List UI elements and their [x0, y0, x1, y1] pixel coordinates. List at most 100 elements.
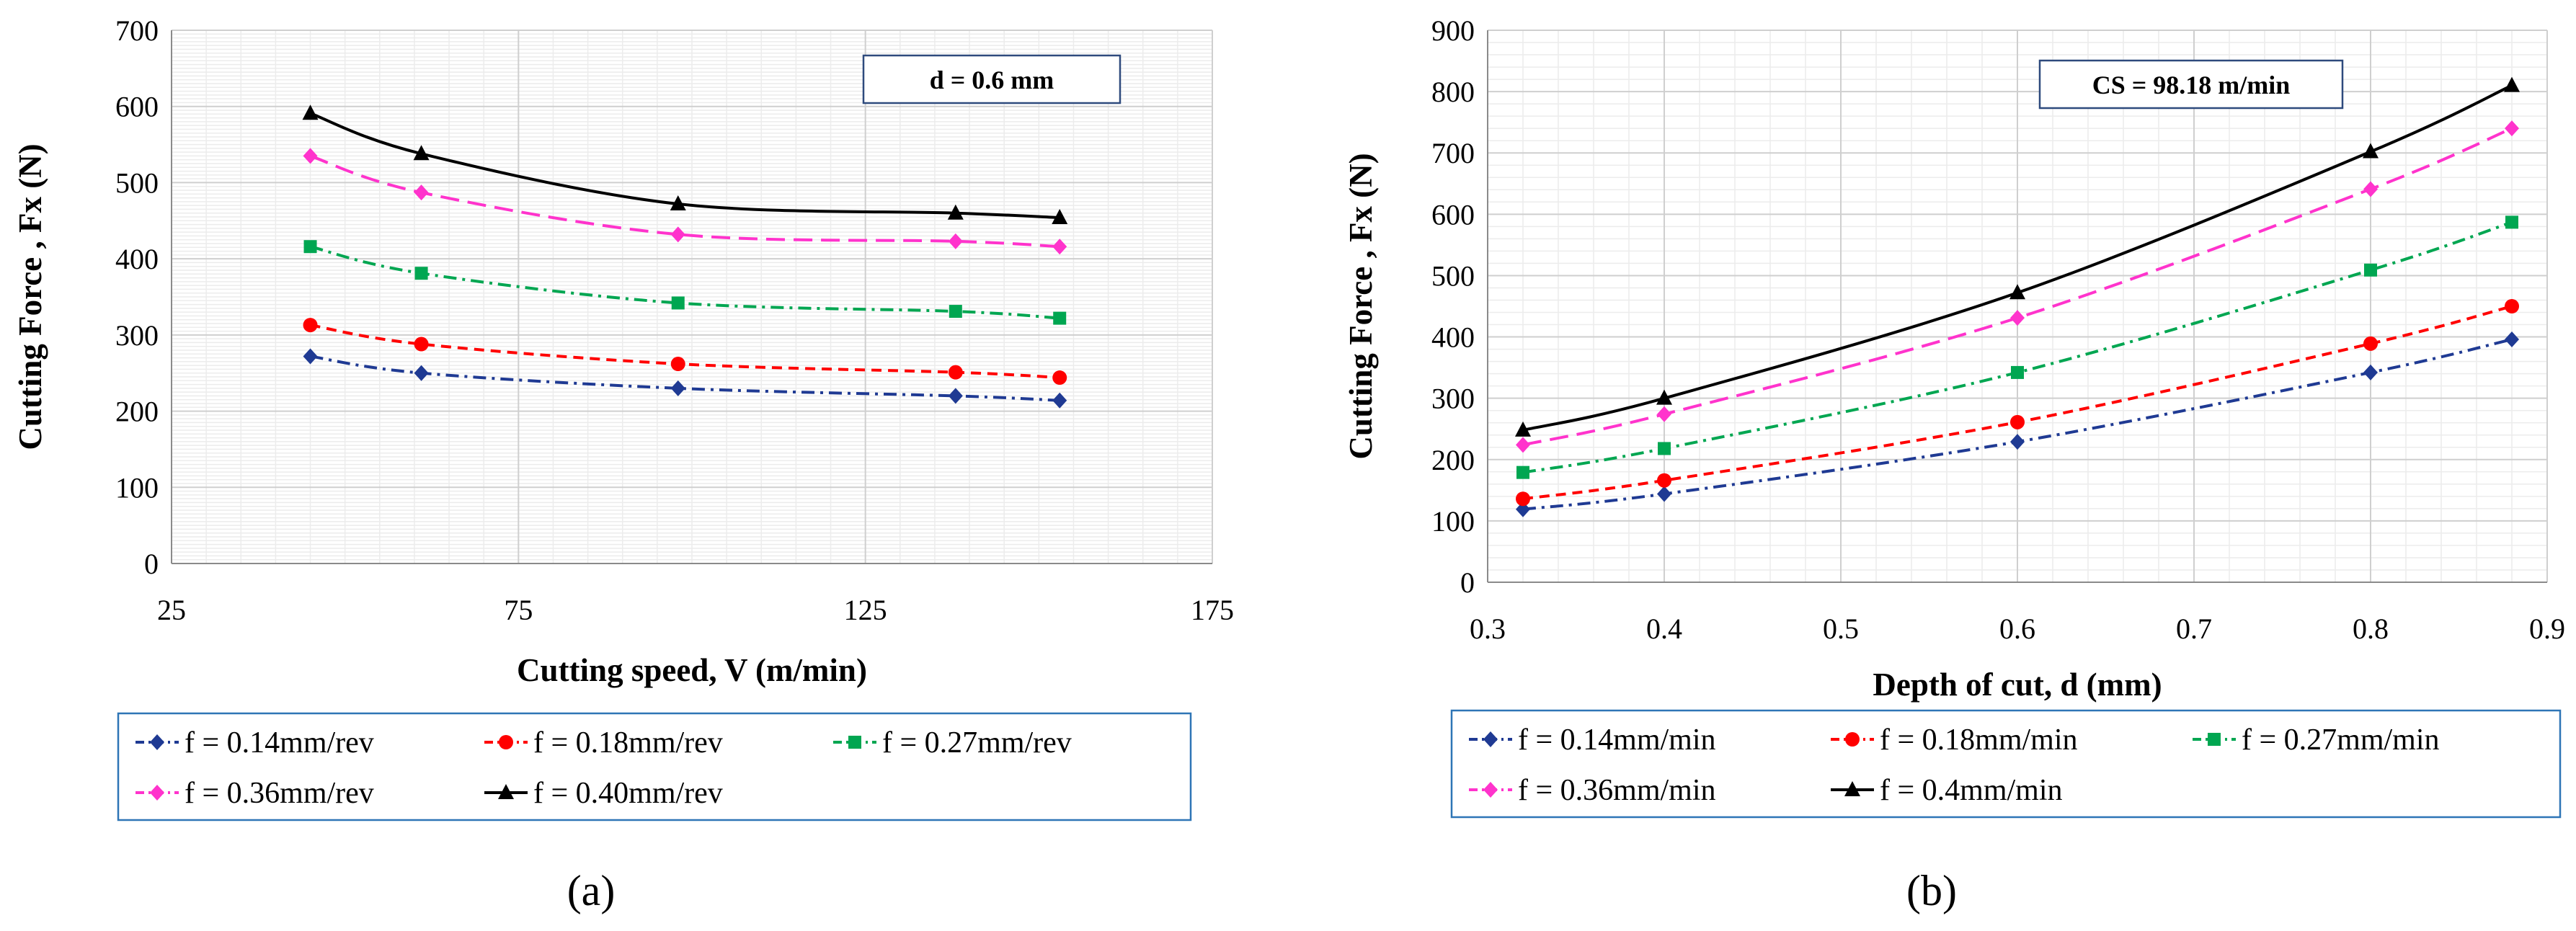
data-point-3: [2363, 181, 2378, 197]
y-tick-label: 0: [1460, 566, 1475, 599]
data-point-4: [670, 195, 686, 211]
y-tick-label: 700: [1431, 137, 1475, 169]
data-point-0: [2363, 364, 2378, 380]
legend-marker-4: [1844, 781, 1860, 796]
data-point-2: [303, 240, 317, 254]
y-tick-label: 100: [115, 471, 159, 504]
y-tick-label: 200: [1431, 444, 1475, 476]
data-point-3: [948, 233, 963, 249]
data-point-1: [1657, 473, 1671, 488]
y-tick-label: 200: [115, 396, 159, 428]
data-point-0: [2010, 434, 2025, 450]
legend-marker-3: [150, 785, 164, 801]
legend-marker-1: [1845, 732, 1860, 747]
data-point-1: [1516, 491, 1530, 507]
y-tick-label: 600: [1431, 198, 1475, 231]
annotation-label: CS = 98.18 m/min: [2092, 71, 2291, 99]
y-tick-label: 300: [1431, 383, 1475, 415]
data-point-2: [2364, 263, 2377, 277]
legend-marker-3: [1483, 782, 1498, 798]
data-point-2: [1516, 466, 1529, 479]
data-point-3: [1657, 406, 1671, 422]
x-axis-title: Depth of cut, d (mm): [1873, 667, 2162, 703]
series-line-0: [310, 355, 1060, 402]
y-tick-label: 800: [1431, 76, 1475, 108]
annotation-label: d = 0.6 mm: [930, 66, 1054, 94]
data-point-3: [1516, 437, 1530, 453]
data-point-4: [2009, 284, 2025, 300]
y-tick-label: 300: [115, 319, 159, 352]
data-point-1: [1052, 370, 1067, 386]
y-tick-label: 400: [1431, 321, 1475, 354]
x-tick-label: 75: [504, 594, 533, 626]
data-point-2: [1053, 311, 1067, 325]
data-point-0: [1052, 392, 1067, 409]
chart-panel-b: 0 100 200 300 400 500 600 700 800 900 0.3 0.4 0.5 0.6…: [1343, 14, 2565, 914]
x-tick-label: 0.8: [2353, 612, 2389, 645]
x-tick-label: 0.5: [1823, 612, 1859, 645]
data-point-2: [2505, 215, 2518, 229]
x-tick-label: 125: [844, 594, 887, 626]
data-point-3: [2010, 310, 2025, 326]
data-point-1: [948, 365, 963, 380]
data-point-4: [2363, 143, 2379, 159]
data-point-2: [671, 296, 685, 310]
data-point-3: [303, 148, 318, 164]
legend-label-1: f = 0.18mm/min: [1880, 723, 2078, 757]
legend-marker-0: [1483, 731, 1498, 747]
legend-marker-1: [499, 735, 513, 749]
legend-box: [1450, 709, 2562, 819]
data-point-3: [1052, 239, 1067, 255]
data-point-2: [1658, 442, 1671, 455]
y-tick-label: 100: [1431, 505, 1475, 538]
x-tick-label: 175: [1191, 594, 1234, 626]
legend-label-0: f = 0.14mm/min: [1518, 723, 1716, 757]
y-tick-label: 700: [115, 14, 159, 47]
x-tick-label: 25: [157, 594, 186, 626]
y-tick-label: 900: [1431, 14, 1475, 47]
data-point-2: [414, 267, 428, 280]
data-point-1: [2363, 336, 2378, 351]
x-tick-label: 0.6: [1999, 612, 2035, 645]
legend-box: [117, 712, 1192, 821]
panel-label: (a): [567, 867, 616, 914]
data-point-0: [303, 348, 318, 365]
legend-label-2: f = 0.27mm/rev: [882, 726, 1072, 760]
data-point-3: [2505, 120, 2519, 137]
legend-marker-2: [848, 736, 861, 749]
data-point-0: [1516, 501, 1530, 517]
x-tick-label: 0.7: [2176, 612, 2212, 645]
data-point-0: [1657, 486, 1671, 502]
data-point-1: [2010, 414, 2025, 429]
data-point-3: [414, 184, 429, 201]
legend-label-4: f = 0.40mm/rev: [533, 777, 723, 810]
data-point-4: [413, 145, 430, 161]
data-point-2: [949, 305, 962, 318]
data-point-0: [948, 388, 963, 404]
legend-label-1: f = 0.18mm/rev: [533, 726, 723, 760]
x-axis-title: Cutting speed, V (m/min): [517, 652, 867, 688]
data-point-2: [2011, 365, 2024, 379]
y-tick-label: 600: [115, 91, 159, 123]
y-axis-title: Cutting Force , Fx (N): [12, 143, 48, 450]
legend-label-4: f = 0.4mm/min: [1880, 774, 2063, 807]
y-tick-label: 0: [144, 548, 159, 580]
data-point-1: [670, 357, 685, 372]
legend-label-2: f = 0.27mm/min: [2242, 723, 2440, 757]
data-point-1: [303, 318, 318, 333]
legend-label-0: f = 0.14mm/rev: [185, 726, 374, 760]
panel-label: (b): [1906, 867, 1957, 914]
annotation-box: [862, 54, 1122, 104]
legend-marker-4: [498, 784, 514, 799]
data-point-4: [1052, 209, 1068, 225]
data-point-4: [1656, 389, 1672, 405]
x-tick-label: 0.9: [2529, 612, 2565, 645]
data-point-4: [302, 104, 319, 120]
x-tick-label: 0.4: [1646, 612, 1682, 645]
data-point-0: [670, 380, 685, 396]
data-point-1: [2505, 299, 2519, 313]
y-tick-label: 400: [115, 243, 159, 275]
legend-marker-2: [2208, 733, 2221, 746]
data-point-4: [2504, 76, 2520, 92]
legend-label-3: f = 0.36mm/rev: [185, 777, 374, 810]
